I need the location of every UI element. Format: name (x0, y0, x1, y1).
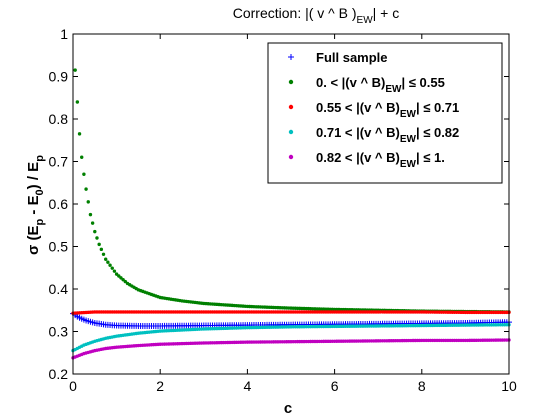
legend-label-tail: | ≤ 0.71 (416, 100, 459, 115)
plot-area (70, 68, 512, 360)
data-point (90, 221, 95, 225)
x-tick-label: 4 (244, 378, 252, 394)
legend-box (267, 42, 503, 184)
ylabel-s2: 0 (34, 189, 46, 195)
y-tick-label: 0.4 (49, 281, 69, 297)
data-point (106, 260, 110, 264)
y-tick-label: 0.6 (49, 196, 69, 212)
legend-marker-dot (288, 104, 294, 110)
legend-label: 0.82 < |(v ^ B)EW| ≤ 1. (316, 150, 445, 170)
y-axis-label: σ (Ep - E0) / Ep (25, 155, 46, 255)
ylabel-s3: p (34, 155, 46, 162)
legend-label-tail: | ≤ 0.55 (402, 75, 445, 90)
x-tick-label: 6 (331, 378, 339, 394)
chart-title-tail: | + c (373, 5, 400, 21)
data-point (110, 266, 114, 270)
data-point (82, 172, 86, 176)
legend-label: 0.71 < |(v ^ B)EW| ≤ 0.82 (316, 125, 459, 145)
legend-marker (288, 54, 294, 60)
y-tick-label: 0.2 (49, 366, 69, 382)
legend-label-sub: EW (400, 109, 417, 120)
axis-ticks: 0 2 4 6 8 10 0.2 0.3 0.4 0.5 0.6 0.7 0.8 0.9 1 (49, 26, 517, 394)
legend-label-sub: EW (400, 134, 417, 145)
legend-label-main: 0.55 < |(v ^ B) (316, 100, 400, 115)
ylabel-p3: ) / E (25, 162, 42, 190)
x-tick-label: 10 (501, 378, 517, 394)
ylabel-p1: σ (E (25, 226, 42, 255)
data-point (75, 100, 80, 104)
plot-frame (72, 33, 510, 375)
series-4 (71, 338, 511, 360)
y-tick-label: 1 (60, 26, 68, 42)
data-point (86, 200, 90, 204)
series-2 (71, 310, 511, 315)
data-point (93, 229, 97, 234)
legend-label-sub: EW (400, 159, 417, 170)
chart-title-sub: EW (357, 15, 374, 26)
data-point (101, 252, 106, 256)
y-tick-label: 0.7 (49, 154, 69, 170)
data-point (97, 242, 101, 247)
legend-label-main: 0. < |(v ^ B) (316, 75, 385, 90)
x-tick-label: 2 (156, 378, 164, 394)
legend-label: 0.55 < |(v ^ B)EW| ≤ 0.71 (316, 100, 459, 120)
data-point (104, 257, 108, 261)
legend-label: 0. < |(v ^ B)EW| ≤ 0.55 (316, 75, 445, 95)
legend-label-main: 0.71 < |(v ^ B) (316, 125, 400, 140)
legend-marker-dot (288, 79, 294, 85)
legend-label-main: Full sample (316, 50, 388, 65)
legend-label-main: 0.82 < |(v ^ B) (316, 150, 400, 165)
series-0 (70, 310, 512, 329)
x-axis-label: c (284, 400, 292, 417)
data-point (77, 132, 82, 136)
chart-title-main: Correction: |( v ^ B ) (233, 5, 357, 21)
legend-marker-dot (288, 154, 294, 160)
legend-label-tail: | ≤ 0.82 (416, 125, 459, 140)
data-point (84, 187, 88, 191)
y-tick-label: 0.8 (49, 111, 69, 127)
ylabel-p2: - E (25, 195, 42, 218)
y-tick-label: 0.3 (49, 324, 69, 340)
data-point (99, 247, 104, 252)
legend-label-sub: EW (385, 84, 402, 95)
ylabel-s1: p (34, 219, 46, 226)
x-tick-label: 0 (69, 378, 77, 394)
y-tick-label: 0.5 (49, 239, 69, 255)
series-3 (71, 323, 511, 353)
data-point (108, 263, 112, 267)
legend-label: Full sample (316, 50, 388, 65)
data-point (95, 236, 99, 240)
data-point (80, 155, 84, 159)
legend-label-tail: | ≤ 1. (416, 150, 445, 165)
data-point (88, 212, 93, 217)
legend-marker-dot (288, 129, 294, 135)
data-point (112, 269, 117, 273)
chart-title: Correction: |( v ^ B )EW| + c (233, 5, 400, 26)
data-point (73, 68, 77, 72)
y-tick-label: 0.9 (49, 69, 69, 85)
x-tick-label: 8 (418, 378, 426, 394)
